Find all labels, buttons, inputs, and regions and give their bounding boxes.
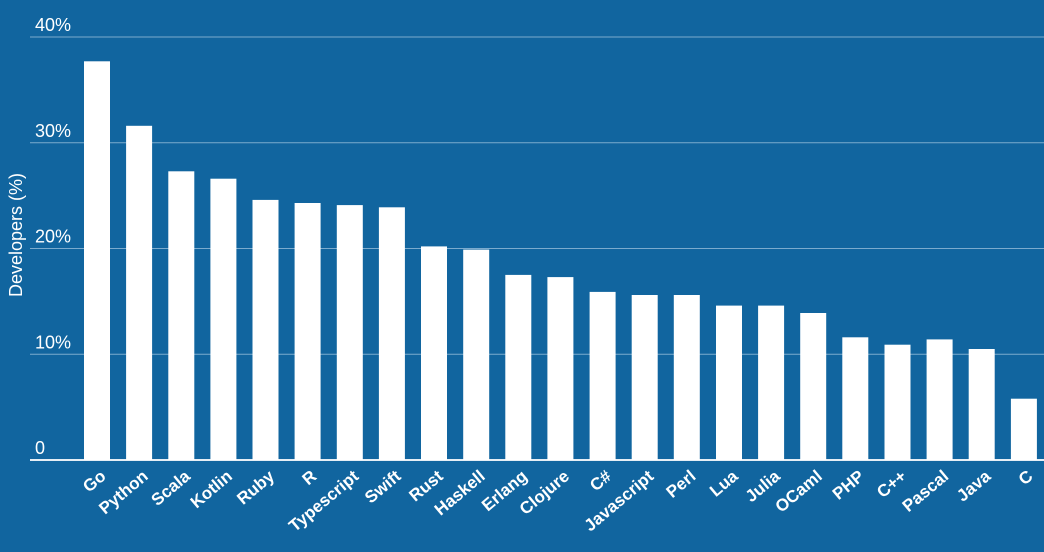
x-tick-label: Typescript	[285, 466, 362, 535]
y-tick-label: 0	[35, 438, 45, 458]
x-tick-label: OCaml	[772, 467, 826, 517]
x-tick-label: PHP	[829, 467, 868, 504]
bar-lua	[716, 305, 742, 460]
y-tick-label: 10%	[35, 332, 71, 352]
y-tick-label: 20%	[35, 227, 71, 247]
x-tick-label: Kotlin	[187, 467, 236, 513]
bar-javascript	[631, 295, 658, 460]
bar-ocaml	[800, 313, 827, 460]
y-tick-label: 40%	[35, 15, 71, 35]
x-tick-label: Swift	[361, 466, 405, 507]
bar-scala	[168, 171, 195, 461]
bar-perl	[673, 295, 700, 460]
y-tick-label: 30%	[35, 121, 71, 141]
x-tick-label: C	[1015, 467, 1037, 489]
bar-php	[842, 337, 869, 460]
x-tick-label: Ruby	[233, 466, 278, 508]
bar-c-	[884, 344, 911, 460]
bar-typescript	[336, 205, 363, 460]
bar-c-	[589, 291, 616, 460]
bar-java	[968, 349, 995, 460]
bar-kotlin	[210, 178, 237, 460]
bar-rust	[421, 246, 447, 460]
bar-go	[84, 61, 110, 461]
x-tick-label: Perl	[663, 467, 700, 502]
bar-c	[1010, 398, 1037, 460]
y-tick-labels: 0 10% 20% 30% 40%	[35, 15, 71, 458]
x-tick-label: Pascal	[899, 467, 952, 516]
y-axis-title: Developers (%)	[6, 173, 26, 297]
bar-swift	[378, 207, 405, 460]
bar-erlang	[505, 274, 532, 460]
bar-haskell	[463, 249, 490, 460]
bar-ruby	[252, 199, 279, 460]
bar-clojure	[547, 277, 574, 460]
x-tick-label: C#	[586, 466, 615, 495]
x-tick-label: R	[299, 467, 321, 489]
bar-python	[126, 125, 153, 461]
x-tick-label: Lua	[706, 466, 742, 500]
bar-julia	[758, 305, 785, 460]
grid-lines	[30, 36, 1044, 461]
x-tick-label: Scala	[148, 466, 195, 509]
bars	[84, 61, 1037, 461]
bar-r	[294, 203, 321, 460]
x-tick-label: Go	[79, 467, 109, 497]
x-tick-label: Java	[953, 466, 995, 505]
bar-pascal	[926, 339, 953, 460]
